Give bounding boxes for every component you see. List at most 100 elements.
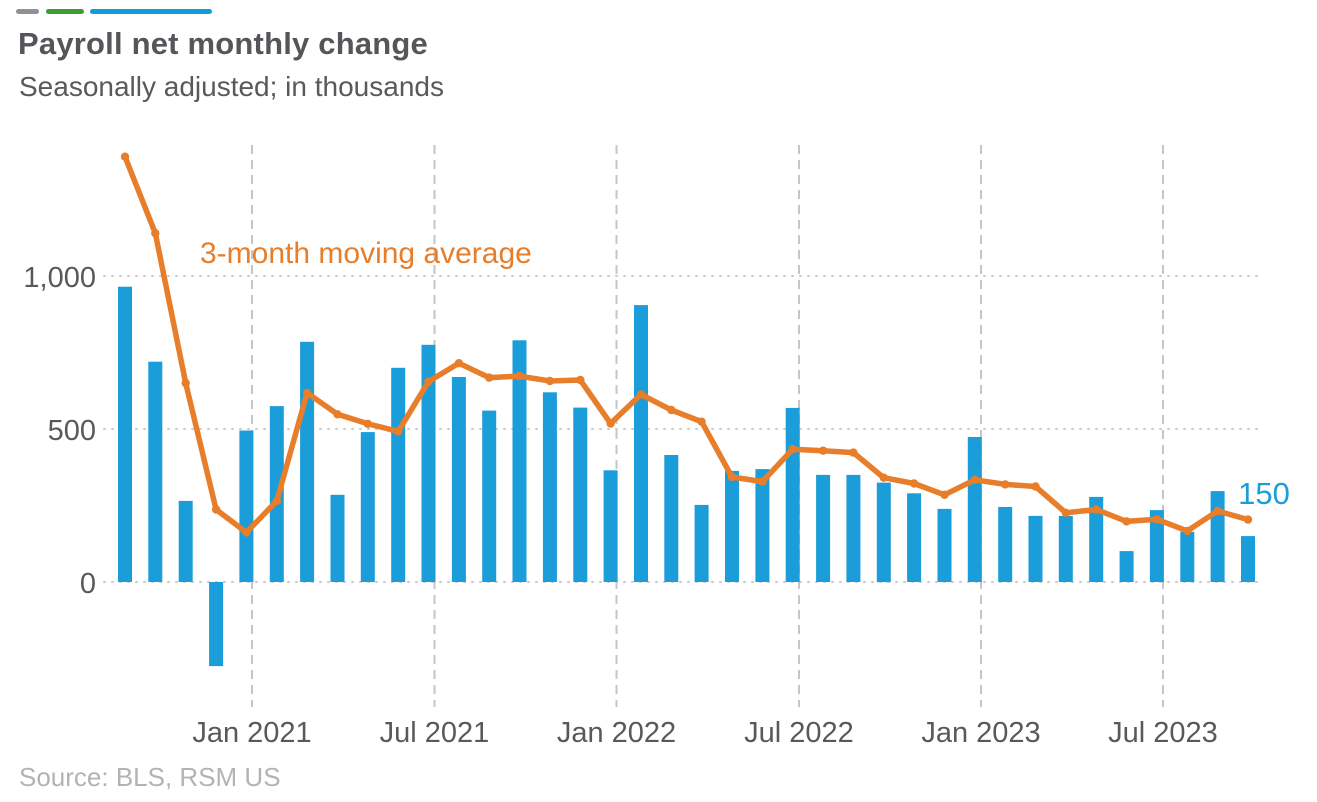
ma-point-oct-2022 bbox=[879, 473, 888, 482]
bar-may-2022 bbox=[725, 470, 739, 582]
x-tick-label-jan-2022: Jan 2022 bbox=[557, 717, 676, 749]
ma-line-group bbox=[120, 152, 1253, 537]
x-tick-label-jul-2022: Jul 2022 bbox=[744, 717, 854, 749]
ma-point-jul-2022 bbox=[788, 445, 797, 454]
x-axis-labels: Jan 2021 Jul 2021 Jan 2022 Jul 2022 Jan … bbox=[192, 717, 1217, 749]
bar-sep-2022 bbox=[846, 474, 861, 582]
bar-oct-2020 bbox=[148, 361, 163, 582]
bar-nov-2020 bbox=[178, 500, 193, 582]
bar-apr-2021 bbox=[330, 494, 345, 582]
ma-point-mar-2021 bbox=[302, 388, 312, 398]
ma-point-jun-2023 bbox=[1122, 517, 1131, 526]
ma-point-apr-2022 bbox=[697, 417, 706, 426]
ma-point-aug-2023 bbox=[1183, 526, 1192, 536]
brand-dash-blue-icon bbox=[90, 9, 212, 14]
y-axis-labels: 0 500 1,000 bbox=[23, 262, 96, 600]
bar-mar-2022 bbox=[664, 455, 679, 582]
ma-point-may-2022 bbox=[727, 472, 737, 482]
ma-point-oct-2023 bbox=[1243, 515, 1253, 524]
ma-point-nov-2022 bbox=[909, 479, 919, 488]
bar-nov-2022 bbox=[907, 493, 922, 582]
ma-point-may-2021 bbox=[363, 419, 372, 428]
ma-point-mar-2023 bbox=[1031, 482, 1040, 491]
ma-point-sep-2021 bbox=[485, 373, 494, 382]
bar-apr-2023 bbox=[1058, 515, 1073, 582]
ma-point-feb-2021 bbox=[272, 496, 281, 506]
ma-point-dec-2021 bbox=[576, 375, 585, 385]
bar-jul-2023 bbox=[1149, 510, 1164, 582]
brand-dash-gray-icon bbox=[16, 9, 39, 14]
ma-point-aug-2022 bbox=[818, 446, 828, 455]
page-title: Payroll net monthly change bbox=[18, 26, 429, 61]
x-tick-label-jul-2023: Jul 2023 bbox=[1108, 717, 1218, 749]
bar-sep-2020 bbox=[118, 286, 132, 582]
ma-line-label: 3-month moving average bbox=[200, 237, 532, 270]
bar-jan-2023 bbox=[967, 437, 982, 582]
ma-point-jan-2023 bbox=[970, 475, 979, 484]
ma-point-feb-2022 bbox=[636, 390, 646, 399]
page-subtitle: Seasonally adjusted; in thousands bbox=[19, 71, 444, 102]
ma-point-feb-2023 bbox=[1001, 480, 1010, 489]
bar-dec-2022 bbox=[937, 508, 952, 582]
bar-jun-2023 bbox=[1119, 551, 1134, 582]
y-tick-label-0: 0 bbox=[80, 568, 96, 600]
bars-group bbox=[118, 286, 1255, 667]
ma-point-mar-2022 bbox=[667, 405, 676, 415]
ma-point-dec-2020 bbox=[211, 505, 221, 514]
bar-apr-2022 bbox=[694, 504, 709, 582]
bar-jan-2021 bbox=[239, 430, 254, 582]
ma-point-jun-2021 bbox=[394, 427, 403, 436]
y-tick-label-500: 500 bbox=[48, 415, 96, 447]
ma-point-nov-2020 bbox=[181, 378, 190, 388]
last-bar-value-label: 150 bbox=[1238, 476, 1290, 511]
bar-may-2023 bbox=[1089, 496, 1104, 582]
y-tick-label-1000: 1,000 bbox=[23, 262, 96, 294]
bar-jun-2022 bbox=[755, 469, 770, 582]
bar-oct-2021 bbox=[512, 340, 527, 582]
payroll-chart: 0 500 1,000 Jan 2021 Jul 2021 Jan 2022 J… bbox=[23, 145, 1290, 749]
source-note: Source: BLS, RSM US bbox=[19, 762, 281, 792]
ma-point-sep-2020 bbox=[120, 152, 130, 161]
bar-may-2021 bbox=[360, 432, 375, 582]
bar-jul-2021 bbox=[421, 344, 436, 582]
ma-point-may-2023 bbox=[1092, 505, 1101, 514]
bar-dec-2020 bbox=[209, 582, 224, 667]
brand-dash-green-icon bbox=[46, 9, 84, 14]
bar-oct-2023 bbox=[1241, 536, 1255, 582]
ma-line bbox=[122, 153, 1251, 536]
ma-point-apr-2021 bbox=[333, 410, 342, 419]
bar-mar-2023 bbox=[1028, 515, 1043, 582]
bar-jan-2022 bbox=[603, 470, 618, 582]
ma-point-jan-2022 bbox=[606, 419, 615, 428]
ma-point-jul-2021 bbox=[424, 377, 433, 386]
ma-point-jul-2023 bbox=[1152, 515, 1162, 524]
bar-feb-2022 bbox=[634, 305, 648, 582]
ma-point-nov-2021 bbox=[545, 376, 555, 386]
x-tick-label-jul-2021: Jul 2021 bbox=[380, 717, 490, 749]
x-tick-label-jan-2021: Jan 2021 bbox=[192, 717, 311, 749]
vertical-gridlines bbox=[251, 145, 1164, 707]
ma-point-oct-2020 bbox=[151, 229, 160, 238]
ma-point-apr-2023 bbox=[1061, 508, 1071, 517]
bar-aug-2023 bbox=[1180, 531, 1195, 582]
ma-point-jun-2022 bbox=[758, 477, 767, 486]
x-tick-label-jan-2023: Jan 2023 bbox=[921, 717, 1040, 749]
bar-nov-2021 bbox=[542, 392, 557, 582]
bar-jul-2022 bbox=[785, 407, 800, 582]
bar-dec-2021 bbox=[573, 407, 588, 582]
ma-point-aug-2021 bbox=[454, 359, 464, 368]
bar-mar-2021 bbox=[300, 341, 315, 582]
ma-point-oct-2021 bbox=[515, 371, 524, 381]
bar-sep-2021 bbox=[482, 410, 497, 582]
ma-point-sep-2023 bbox=[1213, 506, 1222, 516]
bar-sep-2023 bbox=[1210, 491, 1225, 582]
bar-oct-2022 bbox=[876, 482, 891, 583]
bar-aug-2021 bbox=[451, 377, 466, 582]
ma-point-sep-2022 bbox=[849, 448, 858, 457]
bar-jun-2021 bbox=[391, 367, 406, 582]
bar-aug-2022 bbox=[816, 474, 831, 582]
ma-point-jan-2021 bbox=[242, 528, 251, 537]
bar-feb-2023 bbox=[998, 507, 1013, 582]
ma-point-dec-2022 bbox=[940, 490, 949, 499]
